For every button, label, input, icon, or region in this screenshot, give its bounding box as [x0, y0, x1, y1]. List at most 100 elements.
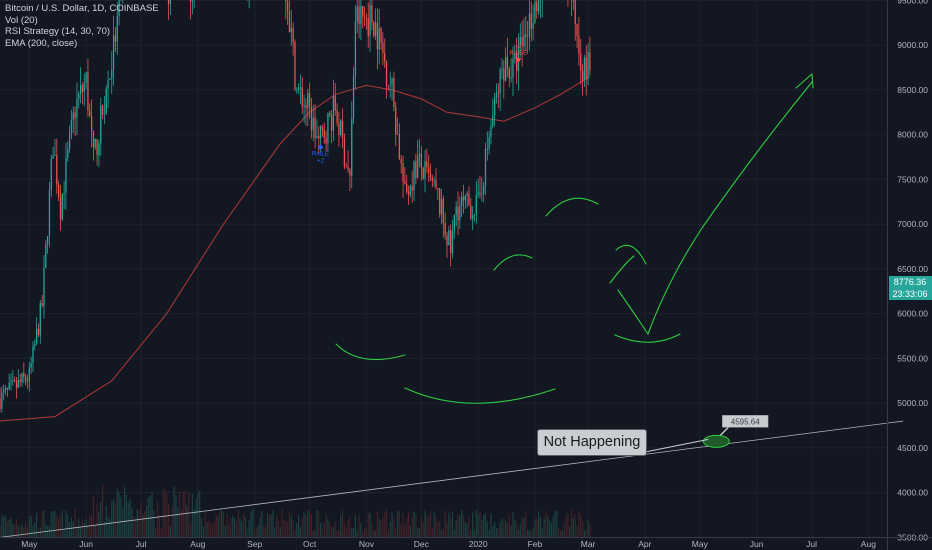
volume-bar [189, 523, 192, 537]
volume-bar [270, 514, 272, 537]
volume-bar [142, 514, 144, 537]
volume-bar [186, 505, 188, 537]
volume-bar [512, 512, 514, 537]
time-tick-label: Oct [303, 539, 317, 549]
candle-body [365, 17, 368, 19]
candle-body [497, 92, 499, 94]
candle-body [580, 53, 582, 71]
volume-bar [17, 524, 19, 537]
volume-bar [532, 527, 534, 537]
volume-bar [473, 529, 476, 537]
volume-bar [547, 515, 549, 537]
volume-bar [572, 518, 575, 537]
volume-bar [276, 515, 278, 537]
volume-bar [166, 493, 168, 537]
candle-body [378, 28, 380, 50]
volume-bar [407, 512, 410, 537]
candle-body [12, 380, 14, 382]
price-tick-label: 9000.00 [897, 40, 928, 50]
volume-bar [395, 529, 397, 537]
volume-bar [345, 527, 347, 537]
volume-bar [559, 530, 562, 537]
volume-bar [248, 519, 250, 537]
volume-bar [298, 515, 300, 537]
candle-body [87, 72, 89, 112]
volume-bar [541, 528, 543, 537]
volume-bar [340, 515, 342, 537]
volume-bar [158, 514, 160, 537]
candle-body [472, 215, 474, 219]
candle-body [470, 205, 472, 219]
volume-bar [244, 517, 247, 537]
volume-bar [91, 516, 93, 537]
volume-bar [363, 527, 366, 537]
volume-bar [155, 527, 157, 537]
volume-bar [338, 530, 340, 537]
volume-bar [470, 530, 472, 537]
candle-body [83, 83, 85, 92]
volume-bar [243, 513, 245, 537]
candle-body [321, 126, 324, 130]
volume-bar [23, 527, 25, 537]
volume-bar [37, 529, 40, 537]
volume-bar [149, 495, 151, 537]
candle-body [303, 104, 305, 107]
volume-bar [433, 511, 435, 537]
candle-body [439, 188, 441, 215]
candle-body [48, 190, 51, 237]
volume-bar [72, 521, 74, 537]
candle-body [292, 28, 294, 42]
volume-bar [514, 520, 516, 537]
time-axis[interactable]: May Jun Jul Aug Sep Oct Nov Dec 2020 Feb Mar Apr May… [0, 537, 932, 550]
volume-bar [14, 524, 16, 537]
ema-indicator-label[interactable]: EMA (200, close) [5, 37, 78, 49]
volume-bar [563, 522, 565, 537]
volume-bar [266, 513, 269, 537]
rsi-indicator-label[interactable]: RSI Strategy (14, 30, 70) [5, 26, 111, 37]
volume-bar [387, 530, 389, 537]
volume-bar [34, 522, 36, 537]
volume-bar [517, 529, 520, 537]
volume-bar [420, 516, 422, 537]
symbol-title[interactable]: Bitcoin / U.S. Dollar, 1D, COINBASE [5, 3, 159, 14]
volume-bar [565, 515, 567, 537]
vol-indicator-label[interactable]: Vol (20) [5, 14, 38, 26]
volume-bar [257, 525, 259, 537]
candle-body [429, 173, 432, 179]
price-tick-label: 5000.00 [897, 398, 928, 408]
volume-bar [561, 530, 564, 537]
candle-body [473, 214, 476, 216]
candle-body [450, 230, 452, 254]
volume-bar [111, 501, 113, 537]
volume-bar [6, 520, 8, 537]
price-axis[interactable]: 3500.004000.004500.005000.005500.006000.… [887, 0, 929, 550]
candle-body [314, 117, 316, 139]
volume-bar [380, 520, 382, 537]
candle-body [68, 132, 71, 149]
hand-drawings [335, 72, 814, 453]
candle-body [444, 222, 446, 236]
volume-bar [80, 526, 82, 537]
volume-bar [396, 511, 399, 537]
candle-body [418, 153, 421, 157]
volume-bar [362, 530, 364, 537]
time-tick-label: May [692, 539, 709, 549]
candle-body [362, 5, 364, 17]
volume-bar [554, 511, 556, 537]
price-badges: 8776.36 23:33:06 [889, 276, 932, 300]
candle-body [437, 188, 439, 189]
candle-body [347, 166, 349, 171]
volume-bar [455, 520, 457, 537]
volume-bar [180, 510, 182, 537]
not-happening-callout[interactable]: Not Happening [537, 429, 647, 456]
volume-bar [459, 515, 461, 537]
callout-label: 4595.64 [731, 417, 760, 426]
green-sketch-line [609, 255, 635, 284]
volume-bars [0, 484, 591, 537]
rsi-short-label: RsiSE [509, 50, 528, 57]
volume-bar [195, 498, 197, 537]
candle-body [310, 106, 313, 131]
candle-body [578, 35, 580, 54]
volume-bar [570, 509, 573, 537]
